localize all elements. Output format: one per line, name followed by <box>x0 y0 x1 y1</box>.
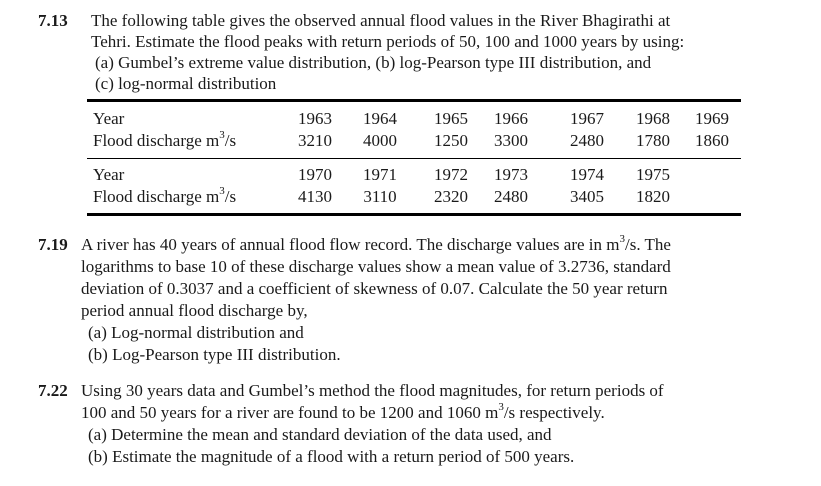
row-label-year: Year <box>93 109 125 128</box>
discharge-cell: 4130 <box>298 187 332 206</box>
problem-text-line: Tehri. Estimate the flood peaks with ret… <box>91 32 685 51</box>
problem-number: 7.19 <box>38 235 68 254</box>
problem-text-line: (c) log-normal distribution <box>95 74 277 93</box>
table-top-rule <box>87 99 741 102</box>
discharge-cell: 1860 <box>695 131 729 150</box>
year-cell: 1963 <box>298 109 332 128</box>
problem-text-line: A river has 40 years of annual flood flo… <box>81 233 671 254</box>
discharge-cell: 2480 <box>570 131 604 150</box>
year-cell: 1974 <box>570 165 604 184</box>
row-label-flood-discharge: Flood discharge m3/s <box>93 129 237 150</box>
table-mid-rule <box>87 158 741 159</box>
discharge-cell: 1820 <box>636 187 670 206</box>
year-cell: 1967 <box>570 109 604 128</box>
problem-item-a: (a) Log-normal distribution and <box>88 323 304 342</box>
row-label-flood-discharge: Flood discharge m3/s <box>93 185 237 206</box>
table-bottom-rule <box>87 213 741 216</box>
year-cell: 1968 <box>636 109 670 128</box>
discharge-cell: 1250 <box>434 131 468 150</box>
row-label-year: Year <box>93 165 125 184</box>
problem-text-line: Using 30 years data and Gumbel’s method … <box>81 381 664 400</box>
problem-item-b: (b) Estimate the magnitude of a flood wi… <box>88 447 575 466</box>
discharge-cell: 2320 <box>434 187 468 206</box>
problem-text-line: logarithms to base 10 of these discharge… <box>81 257 671 276</box>
problem-text-line: The following table gives the observed a… <box>91 11 671 30</box>
year-cell: 1964 <box>363 109 397 128</box>
year-cell: 1969 <box>695 109 729 128</box>
discharge-cell: 3110 <box>363 187 397 206</box>
problem-text-line: deviation of 0.3037 and a coefficient of… <box>81 279 668 298</box>
year-cell: 1966 <box>494 109 528 128</box>
problem-text-line: period annual flood discharge by, <box>81 301 308 320</box>
problem-text-line: 100 and 50 years for a river are found t… <box>81 401 605 422</box>
discharge-cell: 2480 <box>494 187 528 206</box>
discharge-cell: 3300 <box>494 131 528 150</box>
discharge-cell: 3405 <box>570 187 604 206</box>
discharge-cell: 3210 <box>298 131 332 150</box>
problem-text-line: (a) Gumbel’s extreme value distribution,… <box>95 53 652 72</box>
problem-item-b: (b) Log-Pearson type III distribution. <box>88 345 341 364</box>
discharge-cell: 4000 <box>363 131 397 150</box>
year-cell: 1965 <box>434 109 468 128</box>
discharge-cell: 1780 <box>636 131 670 150</box>
problem-number: 7.13 <box>38 11 68 30</box>
year-cell: 1973 <box>494 165 528 184</box>
year-cell: 1970 <box>298 165 332 184</box>
year-cell: 1972 <box>434 165 468 184</box>
year-cell: 1971 <box>363 165 397 184</box>
problem-item-a: (a) Determine the mean and standard devi… <box>88 425 552 444</box>
problem-number: 7.22 <box>38 381 68 400</box>
year-cell: 1975 <box>636 165 670 184</box>
